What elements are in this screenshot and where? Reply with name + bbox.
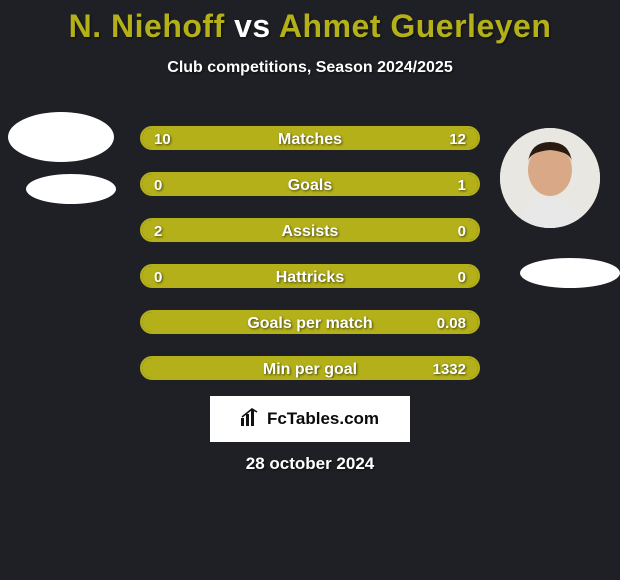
stat-bar: Matches10 12 (140, 126, 480, 150)
stat-bar: Assists2 0 (140, 218, 480, 242)
bar-label: Goals per match (142, 312, 478, 334)
bar-value-right: 0 (458, 266, 466, 288)
bar-value-right: 1332 (433, 358, 466, 380)
bar-label: Hattricks (142, 266, 478, 288)
stat-bar: Goals per match0.08 (140, 310, 480, 334)
brand-text: FcTables.com (267, 409, 379, 429)
hair-shape (528, 142, 572, 163)
avatar-right-svg (500, 128, 600, 228)
title-player1: N. Niehoff (69, 8, 225, 44)
bar-label: Goals (142, 174, 478, 196)
bar-label: Min per goal (142, 358, 478, 380)
bar-value-left: 2 (154, 220, 162, 242)
subtitle: Club competitions, Season 2024/2025 (0, 59, 620, 77)
club-left-placeholder (26, 174, 116, 204)
bar-value-left: 0 (154, 174, 162, 196)
bar-label: Assists (142, 220, 478, 242)
stats-container: Matches1012Goals01Assists20Hattricks00Go… (140, 126, 480, 402)
title-player2: Ahmet Guerleyen (279, 8, 551, 44)
bar-value-left: 10 (154, 128, 171, 150)
page-title: N. Niehoff vs Ahmet Guerleyen (0, 0, 620, 45)
date-text: 28 october 2024 (0, 454, 620, 474)
club-right-placeholder (520, 258, 620, 288)
brand-box: FcTables.com (210, 396, 410, 442)
bar-value-right: 12 (449, 128, 466, 150)
bar-value-right: 0.08 (437, 312, 466, 334)
stat-bar: Goals0 1 (140, 172, 480, 196)
chart-icon (241, 408, 261, 431)
stat-bar: Min per goal1332 (140, 356, 480, 380)
bar-value-right: 0 (458, 220, 466, 242)
avatar-right (500, 128, 600, 228)
stat-bar: Hattricks0 0 (140, 264, 480, 288)
shirt-shape (520, 198, 580, 228)
bar-value-left: 0 (154, 266, 162, 288)
face-shape (528, 144, 572, 196)
bar-value-right: 1 (458, 174, 466, 196)
bar-label: Matches (142, 128, 478, 150)
title-vs: vs (234, 8, 271, 44)
avatar-left-placeholder (8, 112, 114, 162)
